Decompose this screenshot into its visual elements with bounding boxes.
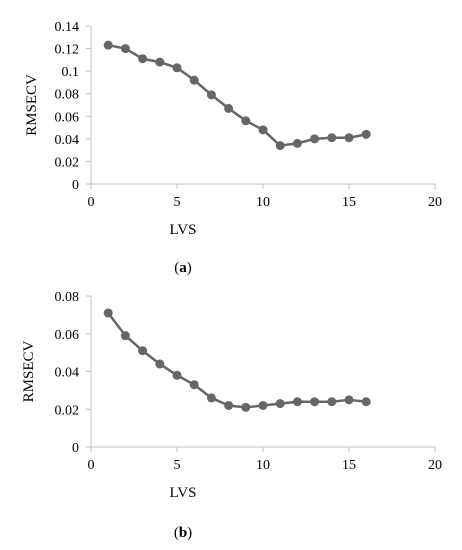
data-point [361,397,371,407]
data-point [206,90,216,100]
data-point [103,308,113,318]
chart-panel-a: 0 0.02 0.04 0.06 0.08 0.1 0.12 0.14 0 5 10 15 20 RMSE… [24,20,442,276]
data-point [120,331,130,341]
data-point [138,54,148,64]
data-point [155,359,165,369]
panel-caption: (b) [174,525,192,541]
y-tick-label: 0.06 [55,110,80,125]
y-tick-label: 0.06 [55,328,80,343]
x-tick-label: 10 [256,195,270,210]
data-point [103,40,113,50]
y-tick-label: 0.08 [55,88,80,103]
data-point [224,400,234,410]
data-point [138,346,148,356]
data-point [206,393,216,403]
data-point [224,103,234,113]
chart-panel-b: 0 0.02 0.04 0.06 0.08 0 5 10 15 20 RMSECV LVS (b) [21,290,442,541]
y-tick-label: 0.12 [55,43,80,58]
y-tick-label: 0.1 [62,65,80,80]
data-point [292,397,302,407]
x-axis-title: LVS [170,485,197,501]
data-point [172,370,182,380]
y-tick-label: 0.04 [55,366,80,381]
data-point [172,63,182,73]
data-point [120,44,130,54]
data-point [275,141,285,151]
y-tick-label: 0.14 [55,20,80,35]
panel-caption: (a) [174,260,192,276]
x-tick-label: 0 [88,195,95,210]
y-axis-title: RMSECV [24,74,40,136]
y-tick-label: 0.02 [55,403,80,418]
data-point [241,116,251,126]
data-point [292,138,302,148]
y-tick-label: 0.04 [55,133,80,148]
data-point [189,75,199,85]
data-point [327,397,337,407]
data-point [258,125,268,135]
data-point [275,399,285,409]
data-point [310,397,320,407]
y-tick-label: 0 [72,441,79,456]
series-line [107,43,367,147]
x-axis-title: LVS [170,222,197,238]
x-tick-label: 5 [174,195,181,210]
series-line [107,312,367,409]
data-point [344,395,354,405]
x-tick-label: 20 [428,195,442,210]
data-point [189,380,199,390]
data-point [344,133,354,143]
data-point [155,57,165,67]
data-point [361,129,371,139]
y-tick-label: 0 [72,178,79,193]
data-point [310,134,320,144]
y-tick-label: 0.02 [55,155,80,170]
data-point [258,400,268,410]
x-tick-label: 15 [342,458,356,473]
data-point [241,402,251,412]
y-tick-label: 0.08 [55,290,80,305]
x-tick-label: 20 [428,458,442,473]
x-tick-label: 10 [256,458,270,473]
y-axis-title: RMSECV [21,340,37,402]
x-tick-label: 0 [88,458,95,473]
x-tick-label: 15 [342,195,356,210]
x-tick-label: 5 [174,458,181,473]
data-point [327,133,337,143]
